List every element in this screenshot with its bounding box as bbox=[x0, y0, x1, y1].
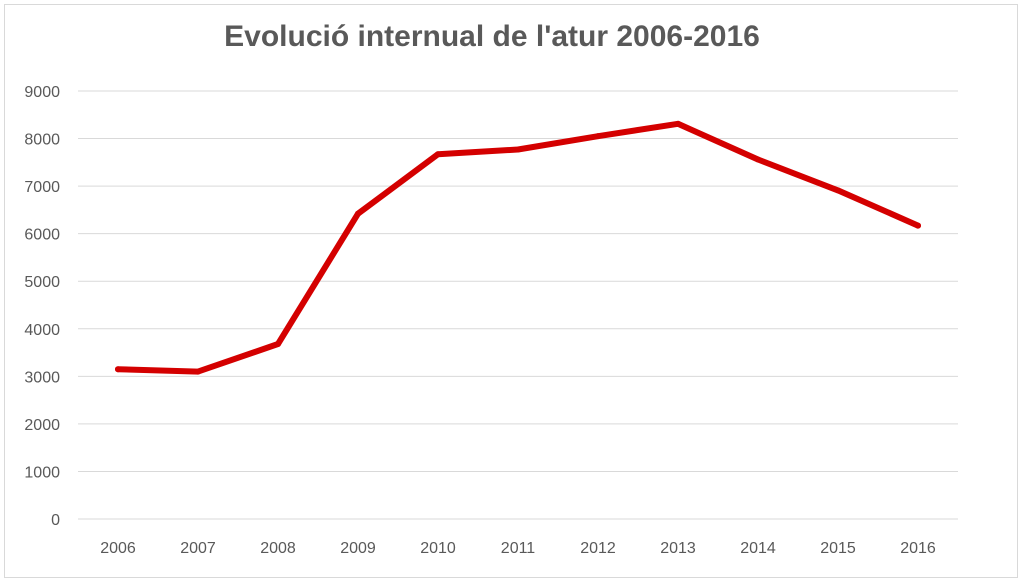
y-tick-label: 4000 bbox=[24, 322, 60, 339]
x-tick-label: 2012 bbox=[580, 540, 616, 557]
series-layer bbox=[115, 120, 921, 375]
x-tick-label: 2011 bbox=[501, 540, 536, 557]
x-tick-label: 2006 bbox=[100, 540, 136, 557]
data-point bbox=[675, 120, 681, 127]
x-tick-label: 2016 bbox=[900, 540, 936, 557]
y-tick-label: 8000 bbox=[24, 132, 60, 149]
y-tick-label: 9000 bbox=[24, 84, 60, 101]
data-point bbox=[355, 210, 361, 217]
data-point bbox=[835, 187, 841, 194]
data-point bbox=[595, 133, 601, 140]
data-point bbox=[275, 340, 281, 347]
y-tick-label: 2000 bbox=[24, 417, 60, 434]
x-tick-label: 2010 bbox=[420, 540, 456, 557]
grid-lines bbox=[78, 90, 958, 520]
x-tick-label: 2014 bbox=[740, 540, 776, 557]
x-tick-label: 2009 bbox=[340, 540, 376, 557]
x-tick-label: 2013 bbox=[660, 540, 696, 557]
y-tick-label: 5000 bbox=[24, 274, 60, 291]
series-line bbox=[115, 120, 921, 375]
data-point bbox=[915, 222, 921, 229]
y-tick-label: 1000 bbox=[24, 464, 60, 481]
x-tick-label: 2007 bbox=[180, 540, 216, 557]
data-point bbox=[195, 368, 201, 375]
y-tick-label: 7000 bbox=[24, 179, 60, 196]
x-tick-label: 2008 bbox=[260, 540, 296, 557]
data-point bbox=[435, 151, 441, 158]
x-axis-tick-labels: 2006 2007 2008 2009 2010 2011 2012 2013 2014 2015… bbox=[100, 540, 936, 557]
data-point bbox=[115, 366, 121, 373]
data-point bbox=[755, 156, 761, 163]
chart-frame bbox=[4, 4, 1018, 578]
y-axis-tick-labels: 0 1000 2000 3000 4000 5000 6000 7000 8000 9000 bbox=[24, 84, 60, 529]
y-tick-label: 0 bbox=[51, 512, 60, 529]
chart-title: Evolució internual de l'atur 2006-2016 bbox=[224, 20, 760, 53]
x-tick-label: 2015 bbox=[820, 540, 856, 557]
y-tick-label: 6000 bbox=[24, 227, 60, 244]
data-point bbox=[515, 146, 521, 153]
y-tick-label: 3000 bbox=[24, 369, 60, 386]
